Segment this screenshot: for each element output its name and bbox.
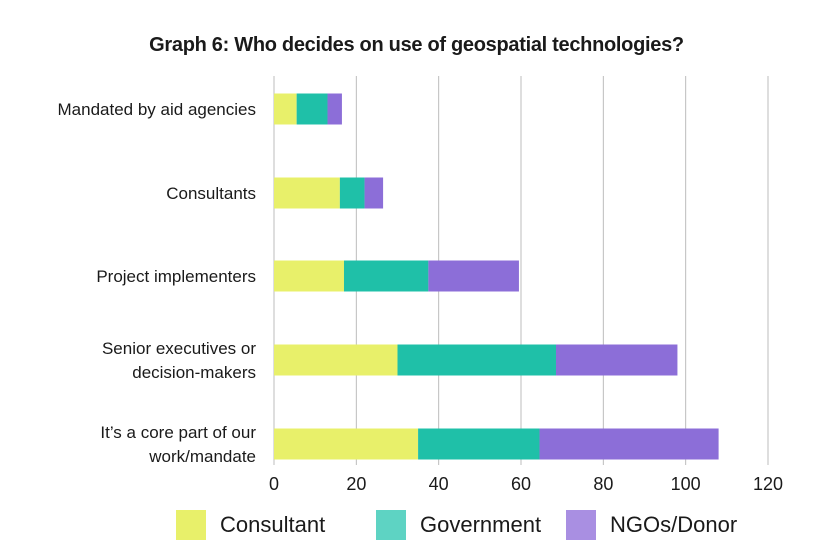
x-tick-label: 60 (511, 474, 531, 494)
legend-item-consultant: Consultant (176, 508, 325, 542)
bar-segment-government-2 (343, 260, 429, 292)
chart-title: Graph 6: Who decides on use of geospatia… (149, 34, 684, 56)
category-label: Mandated by aid agencies (58, 100, 256, 119)
bar-segment-consultant-4 (274, 428, 419, 460)
bar-segment-government-4 (418, 428, 540, 460)
legend-swatch (376, 510, 406, 540)
x-tick-label: 20 (346, 474, 366, 494)
x-tick-labels: 0 20 40 60 80 100 120 (269, 474, 783, 494)
category-label: work/mandate (148, 447, 256, 466)
bar-segment-government-1 (339, 177, 365, 209)
category-label: Project implementers (96, 267, 256, 286)
bar-segment-consultant-0 (274, 93, 297, 125)
category-label: Consultants (166, 184, 256, 203)
bar-segment-ngos-donor-3 (555, 344, 678, 376)
legend-label: Government (420, 512, 542, 537)
bar-segment-consultant-3 (274, 344, 398, 376)
x-tick-label: 80 (593, 474, 613, 494)
x-tick-label: 120 (753, 474, 783, 494)
x-tick-label: 0 (269, 474, 279, 494)
x-tick-label: 100 (671, 474, 701, 494)
legend: Consultant Government NGOs/Donor (0, 508, 833, 542)
bar-segment-ngos-donor-4 (539, 428, 719, 460)
category-label: Senior executives or (102, 339, 256, 358)
category-label: It’s a core part of our (100, 423, 256, 442)
bar-segment-consultant-1 (274, 177, 340, 209)
bar-segment-government-3 (397, 344, 556, 376)
chart-plot-area: Mandated by aid agencies Consultants Proje… (58, 76, 783, 494)
category-labels: Mandated by aid agencies Consultants Proje… (58, 100, 257, 466)
bar-segment-government-0 (296, 93, 328, 125)
legend-label: Consultant (220, 512, 326, 537)
bar-segment-ngos-donor-2 (428, 260, 519, 292)
bar-segment-consultant-2 (274, 260, 344, 292)
bar-segment-ngos-donor-1 (364, 177, 384, 209)
category-label: decision-makers (132, 363, 256, 382)
legend-item-government: Government (376, 508, 541, 542)
legend-item-ngos-donor: NGOs/Donor (566, 508, 737, 542)
legend-swatch (176, 510, 206, 540)
bars (274, 93, 719, 460)
bar-segment-ngos-donor-0 (327, 93, 342, 125)
legend-swatch (566, 510, 596, 540)
legend-label: NGOs/Donor (610, 512, 738, 537)
x-tick-label: 40 (429, 474, 449, 494)
